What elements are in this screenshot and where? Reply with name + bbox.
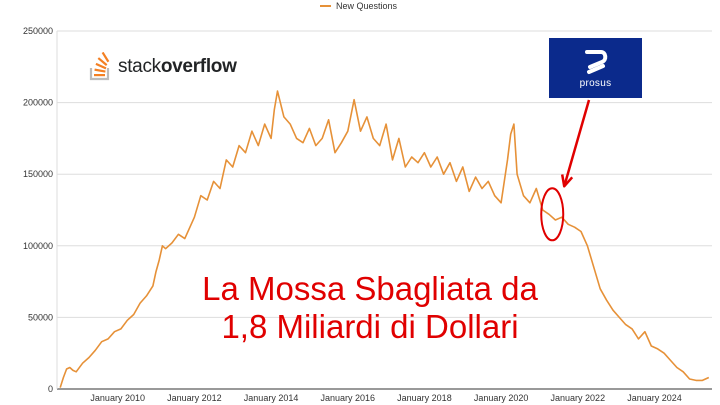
wordmark-bold: overflow [160, 56, 237, 77]
headline-line-1: La Mossa Sbagliata da [202, 270, 538, 307]
prosus-icon [584, 49, 607, 74]
highlight-arrow-head [560, 174, 574, 188]
chart-legend: New Questions [320, 1, 398, 11]
x-tick-label: January 2012 [167, 393, 222, 403]
y-tick-label: 250000 [23, 26, 53, 36]
x-tick-label: January 2016 [320, 393, 375, 403]
x-tick-label: January 2010 [90, 393, 145, 403]
headline: La Mossa Sbagliata da 1,8 Miliardi di Do… [150, 270, 590, 346]
stackoverflow-icon [89, 52, 110, 81]
stackoverflow-wordmark: stackoverflow [118, 56, 237, 78]
x-tick-label: January 2014 [244, 393, 299, 403]
prosus-logo: prosus [549, 38, 642, 98]
headline-line-2: 1,8 Miliardi di Dollari [221, 308, 519, 345]
highlight-annotation [540, 99, 591, 242]
series-new-questions [59, 90, 710, 388]
x-tick-label: January 2022 [551, 393, 606, 403]
highlight-ellipse [540, 187, 565, 242]
y-tick-label: 0 [48, 384, 53, 394]
stackoverflow-logo: stackoverflow [88, 45, 238, 89]
x-tick-label: January 2024 [627, 393, 682, 403]
legend-label: New Questions [336, 1, 398, 11]
y-tick-label: 150000 [23, 169, 53, 179]
x-tick-label: January 2020 [474, 393, 529, 403]
x-axis-tick-labels: January 2010 January 2012 January 2014 Janu… [90, 393, 681, 403]
wordmark-light: stack [118, 56, 161, 77]
x-tick-label: January 2018 [397, 393, 452, 403]
series-line-new-questions [59, 90, 710, 388]
y-axis-tick-labels: 0 50000 100000 150000 200000 250000 [23, 26, 53, 394]
y-tick-label: 100000 [23, 241, 53, 251]
prosus-wordmark: prosus [579, 77, 612, 89]
chart-grid [56, 30, 712, 390]
y-tick-label: 200000 [23, 98, 53, 108]
y-tick-label: 50000 [28, 312, 53, 322]
highlight-arrow-shaft [563, 99, 591, 187]
